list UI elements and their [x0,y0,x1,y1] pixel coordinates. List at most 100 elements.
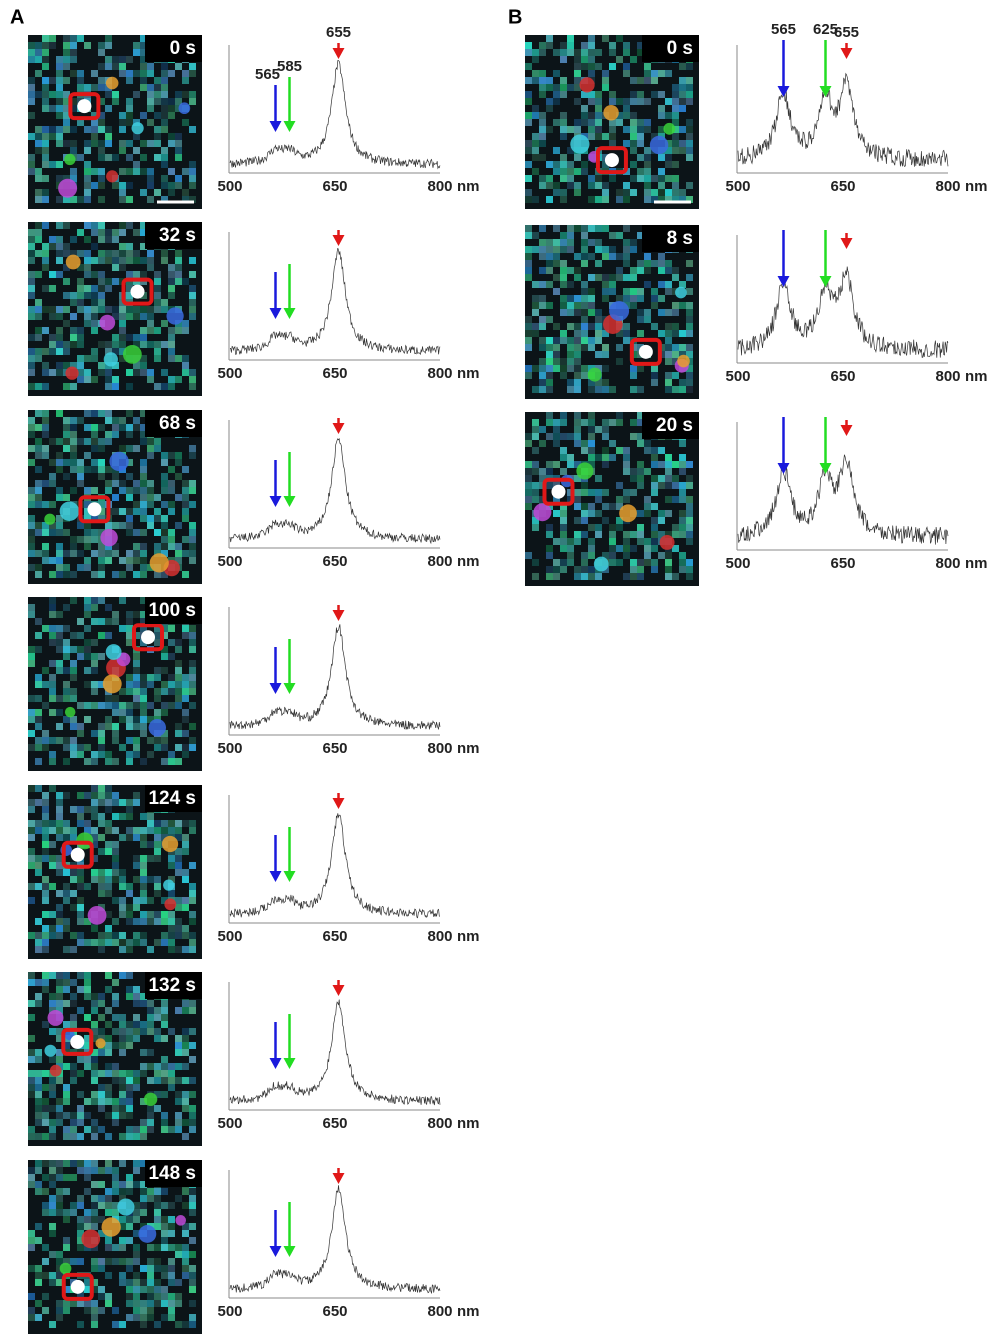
pixel [35,494,42,501]
pixel [133,49,140,56]
pixel [84,543,91,550]
pixel [588,309,595,316]
pixel [168,480,175,487]
pixel [147,320,154,327]
pixel [70,438,77,445]
pixel [665,566,672,573]
pixel [77,1195,84,1202]
pixel [525,260,532,267]
pixel [49,632,56,639]
pixel [56,869,63,876]
pixel [644,154,651,161]
pixel [126,625,133,632]
pixel [581,239,588,246]
pixel [161,1265,168,1272]
pixel [567,175,574,182]
pixel [546,337,553,344]
pixel [672,189,679,196]
pixel [637,140,644,147]
pixel [525,468,532,475]
pixel [119,834,126,841]
pixel [546,98,553,105]
pixel [140,709,147,716]
pixel [609,246,616,253]
pixel [140,229,147,236]
pixel [98,147,105,154]
pixel [581,531,588,538]
pixel [567,358,574,365]
pixel [546,552,553,559]
pixel [546,246,553,253]
pixel [588,112,595,119]
pixel [567,35,574,42]
pixel [602,133,609,140]
pixel [651,545,658,552]
pixel [84,993,91,1000]
pixel [119,688,126,695]
pixel [140,1202,147,1209]
pixel [42,932,49,939]
pixel [91,653,98,660]
pixel [161,70,168,77]
pixel [154,341,161,348]
pixel [56,813,63,820]
pixel [70,1174,77,1181]
pixel [616,189,623,196]
pixel [154,91,161,98]
pixel [91,376,98,383]
pixel [91,939,98,946]
pixel [105,751,112,758]
pixel [189,313,196,320]
pixel [560,56,567,63]
pixel [77,77,84,84]
pixel [49,862,56,869]
pixel [161,1223,168,1230]
pixel [112,813,119,820]
pixel [28,855,35,862]
pixel [56,63,63,70]
pixel [525,496,532,503]
pixel [98,63,105,70]
pixel [686,91,693,98]
pixel [154,299,161,306]
pixel [602,489,609,496]
pixel [35,1181,42,1188]
pixel [182,932,189,939]
spot [59,1262,72,1275]
bright-spot [551,484,566,499]
pixel [546,161,553,168]
time-label: 100 s [148,600,196,621]
pixel [154,1216,161,1223]
pixel [91,604,98,611]
bright-spot [130,284,145,299]
pixel [91,1070,98,1077]
pixel [546,281,553,288]
pixel [175,820,182,827]
pixel [112,1042,119,1049]
pixel [651,517,658,524]
pixel [126,431,133,438]
pixel [154,438,161,445]
pixel [91,1258,98,1265]
pixel [28,932,35,939]
pixel [105,806,112,813]
pixel [616,232,623,239]
pixel [133,1272,140,1279]
pixel [98,1098,105,1105]
pixel [161,653,168,660]
pixel [119,445,126,452]
peak-arrowhead [283,683,296,694]
pixel [133,1251,140,1258]
pixel [105,1244,112,1251]
pixel [154,292,161,299]
pixel [161,175,168,182]
pixel [140,1286,147,1293]
peak-label: 655 [326,24,351,41]
pixel [133,855,140,862]
pixel [588,182,595,189]
pixel [637,316,644,323]
pixel [42,806,49,813]
pixel [602,225,609,232]
pixel [119,182,126,189]
pixel [665,154,672,161]
